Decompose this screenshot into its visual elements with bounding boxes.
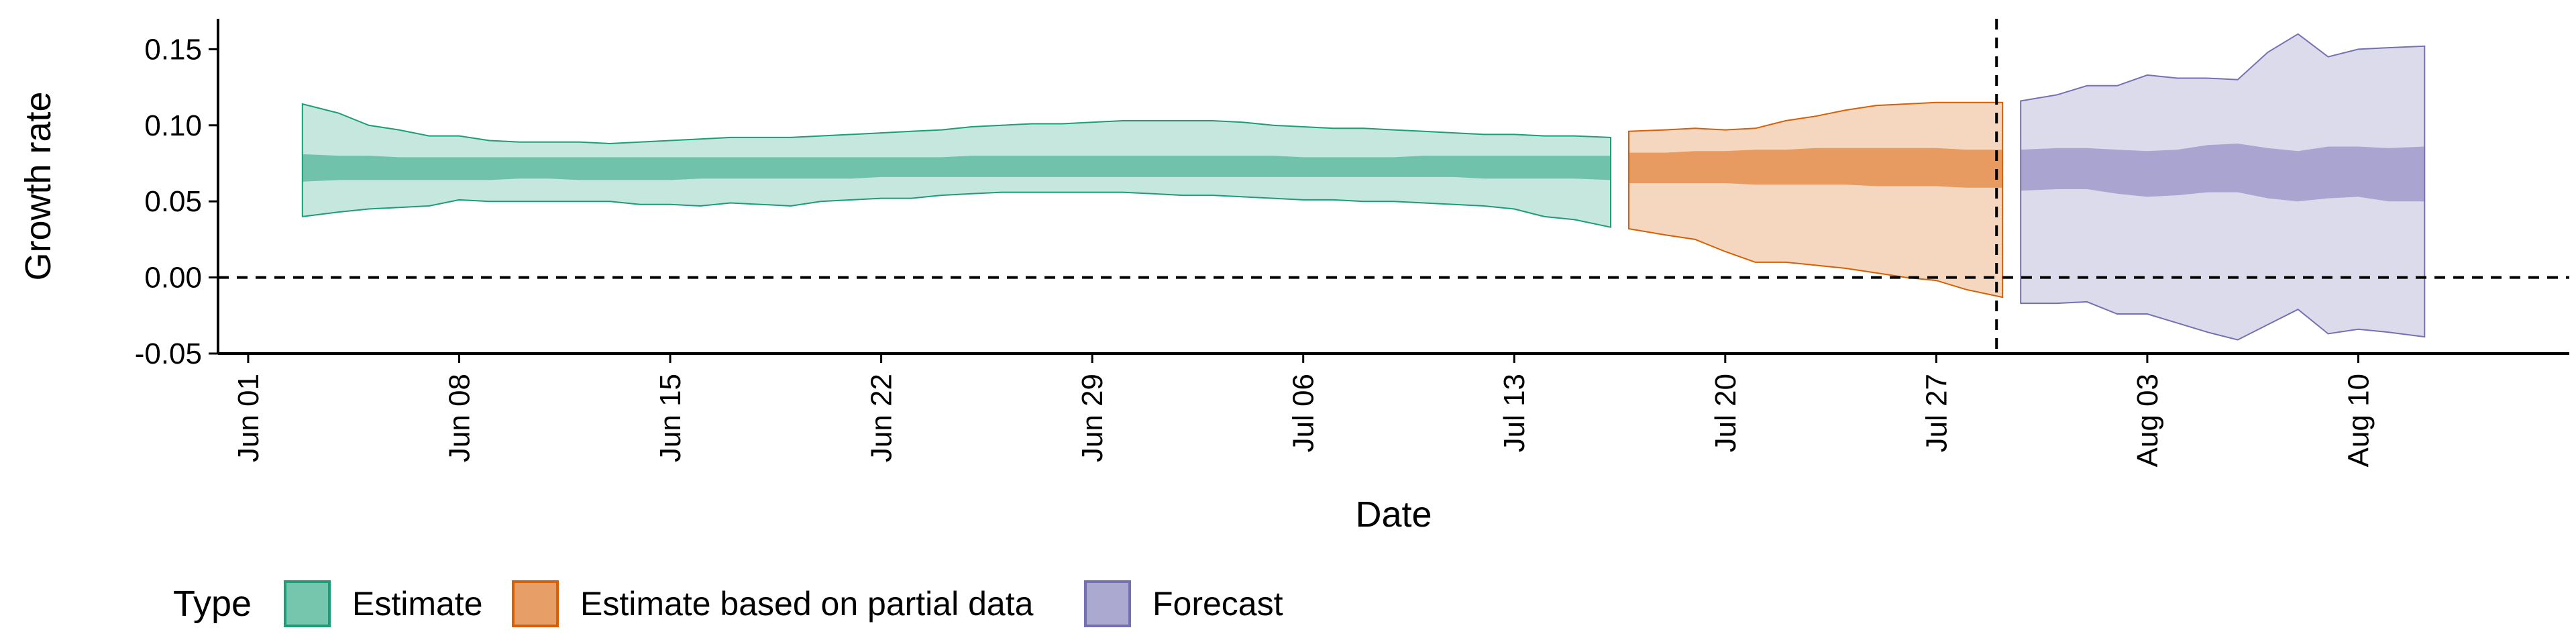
y-tick-label: 0.05 <box>144 185 202 218</box>
legend-label-forecast: Forecast <box>1152 585 1283 623</box>
reference-lines <box>218 19 2569 354</box>
y-tick-label: -0.05 <box>135 337 202 370</box>
x-tick-label: Jul 13 <box>1498 374 1531 452</box>
series-forecast <box>2020 33 2426 341</box>
legend: Type Estimate Estimate based on partial da… <box>173 580 1283 627</box>
legend-key-forecast <box>1084 580 1131 627</box>
x-tick-label: Jun 08 <box>443 374 476 462</box>
legend-title: Type <box>173 584 252 624</box>
band-50-estimate-based-on-partial-data <box>1629 148 2003 188</box>
y-tick-label: 0.00 <box>144 262 202 294</box>
x-tick-label: Aug 10 <box>2342 374 2375 467</box>
band-90-estimate-based-on-partial-data <box>1628 101 2004 299</box>
y-axis-title: Growth rate <box>18 91 58 280</box>
x-tick-label: Jun 22 <box>865 374 898 462</box>
band-50-estimate <box>302 154 1611 182</box>
x-tick-label: Jun 15 <box>654 374 687 462</box>
x-tick-label: Aug 03 <box>2131 374 2164 467</box>
legend-key-estimate <box>284 580 331 627</box>
bands-layer <box>301 33 2426 341</box>
x-tick-label: Jun 01 <box>232 374 265 462</box>
x-tick-label: Jul 20 <box>1709 374 1742 452</box>
y-tick-label: 0.10 <box>144 109 202 142</box>
band-50-forecast <box>2021 144 2425 202</box>
legend-label-estimate: Estimate <box>352 585 483 623</box>
legend-label-estimate-based-on-partial-data: Estimate based on partial data <box>580 585 1034 623</box>
x-tick-label: Jun 29 <box>1076 374 1109 462</box>
series-estimate <box>301 103 1611 228</box>
x-tick-label: Jul 27 <box>1920 374 1953 452</box>
x-axis-title: Date <box>1355 494 1432 535</box>
series-estimate-based-on-partial-data <box>1628 101 2004 299</box>
axes-layer: -0.05 0.00 0.05 0.10 0.15 Jun 01 Jun 08 Jun 15 J… <box>18 19 2569 535</box>
y-tick-label: 0.15 <box>144 33 202 66</box>
legend-key-estimate-based-on-partial-data <box>512 580 559 627</box>
x-tick-label: Jul 06 <box>1287 374 1320 452</box>
